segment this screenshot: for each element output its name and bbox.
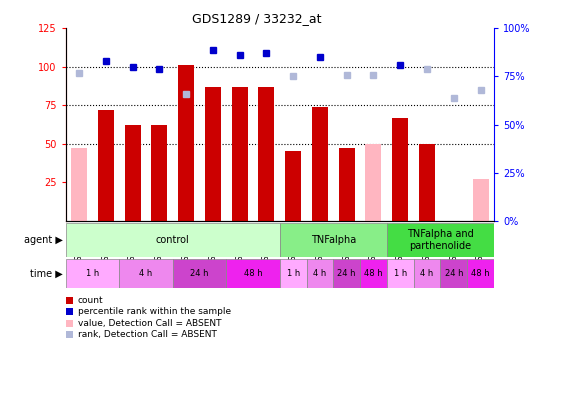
Text: agent ▶: agent ▶ [24, 235, 63, 245]
Text: TNFalpha: TNFalpha [311, 235, 356, 245]
Text: control: control [156, 235, 190, 245]
Bar [312, 107, 328, 221]
Text: time ▶: time ▶ [30, 269, 63, 279]
Text: value, Detection Call = ABSENT: value, Detection Call = ABSENT [78, 319, 221, 328]
Bar [307, 259, 333, 288]
Bar [258, 87, 275, 221]
Bar [419, 144, 435, 221]
Bar [360, 259, 387, 288]
Bar [392, 117, 408, 221]
Text: count: count [78, 296, 103, 305]
Text: percentile rank within the sample: percentile rank within the sample [78, 307, 231, 316]
Bar [365, 144, 381, 221]
Bar [178, 65, 194, 221]
Bar [280, 223, 387, 257]
Bar [226, 259, 280, 288]
Bar [467, 259, 494, 288]
Bar [333, 259, 360, 288]
Bar [205, 87, 221, 221]
Text: 48 h: 48 h [364, 269, 383, 278]
Text: 24 h: 24 h [444, 269, 463, 278]
Bar [280, 259, 307, 288]
Bar [413, 259, 440, 288]
Text: 4 h: 4 h [313, 269, 327, 278]
Bar [387, 259, 413, 288]
Text: 4 h: 4 h [139, 269, 152, 278]
Text: 1 h: 1 h [393, 269, 407, 278]
Bar [66, 223, 280, 257]
Bar [473, 179, 489, 221]
Text: 48 h: 48 h [471, 269, 490, 278]
Text: 24 h: 24 h [190, 269, 209, 278]
Text: 1 h: 1 h [86, 269, 99, 278]
Text: rank, Detection Call = ABSENT: rank, Detection Call = ABSENT [78, 330, 216, 339]
Text: TNFalpha and
parthenolide: TNFalpha and parthenolide [407, 229, 474, 251]
Bar [119, 259, 173, 288]
Bar [151, 125, 167, 221]
Bar [232, 87, 248, 221]
Bar [124, 125, 140, 221]
Bar [71, 148, 87, 221]
Bar [98, 110, 114, 221]
Bar [387, 223, 494, 257]
Text: 1 h: 1 h [287, 269, 300, 278]
Bar [66, 259, 119, 288]
Bar [339, 148, 355, 221]
Text: 48 h: 48 h [244, 269, 262, 278]
Bar [173, 259, 226, 288]
Bar [285, 151, 301, 221]
Text: GDS1289 / 33232_at: GDS1289 / 33232_at [192, 12, 321, 25]
Text: 24 h: 24 h [337, 269, 356, 278]
Bar [440, 259, 467, 288]
Text: 4 h: 4 h [420, 269, 433, 278]
